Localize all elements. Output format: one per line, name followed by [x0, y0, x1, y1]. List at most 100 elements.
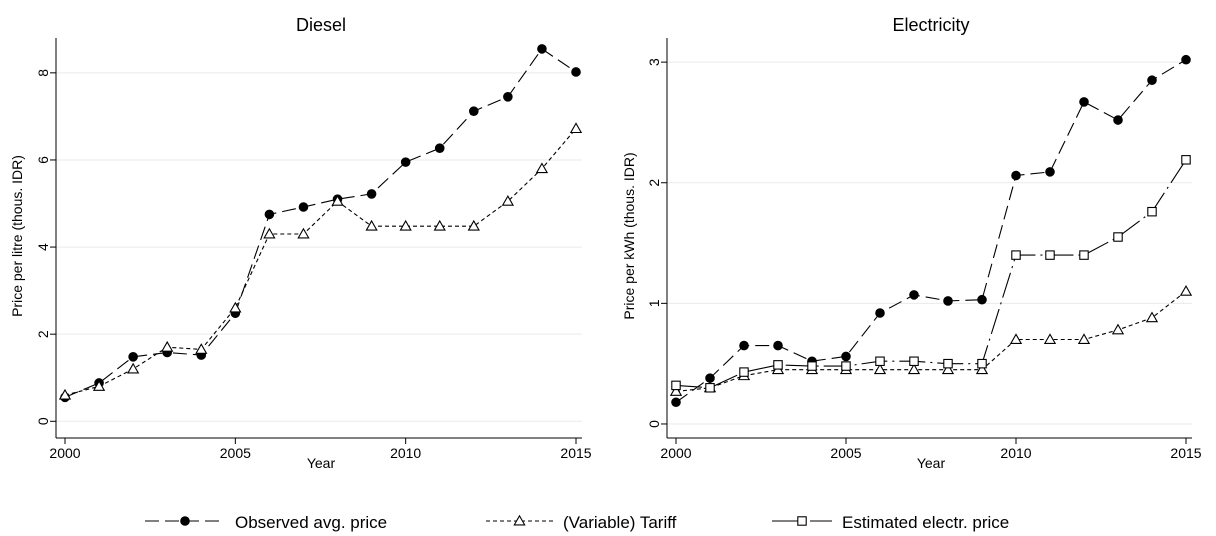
- electricity-x-tick-label: 2005: [830, 445, 861, 461]
- diesel-data-point: [469, 106, 479, 116]
- legend-label-tariff: (Variable) Tariff: [563, 513, 677, 532]
- electricity-title: Electricity: [892, 15, 969, 35]
- diesel-y-axis-label: Price per litre (thous. IDR): [9, 155, 25, 317]
- diesel-title: Diesel: [296, 15, 346, 35]
- diesel-data-point: [195, 343, 208, 354]
- electricity-data-point: [909, 290, 919, 300]
- electricity-y-tick-label: 3: [646, 58, 662, 66]
- electricity-data-point: [943, 296, 953, 306]
- electricity-data-point: [977, 358, 987, 369]
- electricity-data-point: [705, 383, 715, 393]
- electricity-data-point: [1147, 206, 1157, 217]
- electricity-data-point: [975, 363, 989, 375]
- diesel-panel: Diesel Year Price per litre (thous. IDR)…: [9, 15, 592, 471]
- diesel-x-axis-label: Year: [307, 455, 336, 471]
- electricity-data-point: [1079, 250, 1089, 260]
- electricity-data-point: [1011, 250, 1021, 260]
- legend-label-observed: Observed avg. price: [235, 513, 387, 532]
- diesel-y-tick-label: 2: [35, 330, 51, 338]
- electricity-data-point: [1011, 170, 1021, 181]
- diesel-y-tick-label: 6: [35, 156, 51, 164]
- electricity-data-point: [1009, 333, 1023, 344]
- diesel-y-tick-label: 0: [35, 417, 51, 425]
- diesel-data-point: [298, 202, 309, 212]
- diesel-data-point: [128, 352, 138, 362]
- electricity-data-point: [1079, 97, 1089, 107]
- diesel-data-point: [569, 122, 583, 134]
- electricity-data-point: [841, 361, 851, 371]
- legend: Observed avg. price (Variable) Tariff Es…: [145, 513, 1009, 532]
- diesel-series-line-1: [64, 128, 577, 396]
- legend-item-estimated: Estimated electr. price: [772, 513, 1009, 532]
- electricity-data-point: [807, 361, 817, 371]
- diesel-data-point: [161, 340, 174, 352]
- electricity-series-line-2: [675, 159, 1187, 389]
- diesel-data-point: [400, 157, 411, 167]
- electricity-y-tick-label: 2: [646, 179, 662, 187]
- electricity-data-point: [739, 367, 749, 377]
- electricity-data-point: [907, 363, 921, 375]
- diesel-data-point: [434, 143, 445, 153]
- legend-item-observed: Observed avg. price: [145, 513, 387, 532]
- diesel-data-point: [58, 388, 72, 400]
- electricity-data-point: [873, 363, 887, 375]
- diesel-data-point: [264, 209, 275, 220]
- diesel-data-point: [297, 227, 310, 239]
- electricity-data-point: [1043, 333, 1057, 344]
- electricity-data-point: [909, 356, 919, 366]
- electricity-data-point: [875, 356, 885, 366]
- electricity-data-point: [671, 397, 681, 408]
- electricity-data-point: [773, 360, 783, 370]
- electricity-data-point: [773, 340, 783, 351]
- electricity-data-point: [739, 340, 749, 351]
- diesel-data-point: [92, 380, 106, 391]
- electricity-data-point: [705, 373, 715, 383]
- electricity-x-axis-label: Year: [917, 455, 946, 471]
- electricity-data-point: [1113, 232, 1123, 242]
- diesel-x-tick-label: 2015: [560, 445, 591, 461]
- electricity-x-tick-label: 2000: [660, 445, 691, 461]
- electricity-data-point: [1181, 54, 1191, 65]
- diesel-data-point: [126, 362, 140, 374]
- electricity-data-point: [1077, 333, 1091, 344]
- legend-marker: [180, 516, 190, 526]
- diesel-data-point: [433, 219, 446, 231]
- electricity-plot-area: 0 1 2 3 2000 2005 2010 2015: [646, 38, 1202, 461]
- diesel-data-point: [399, 219, 412, 231]
- legend-item-tariff: (Variable) Tariff: [486, 513, 677, 532]
- diesel-x-tick-label: 2000: [49, 445, 80, 461]
- diesel-plot-area: 0 2 4 6 8 2000 2005 2010 2015: [35, 38, 592, 461]
- electricity-series-line-0: [675, 59, 1187, 403]
- electricity-data-point: [977, 294, 987, 305]
- electricity-data-point: [671, 380, 681, 391]
- electricity-x-tick-label: 2010: [1000, 445, 1031, 461]
- diesel-data-point: [263, 227, 276, 239]
- diesel-data-point: [503, 92, 513, 102]
- electricity-data-point: [669, 385, 683, 396]
- electricity-x-tick-label: 2015: [1170, 445, 1201, 461]
- electricity-data-point: [1045, 250, 1055, 260]
- diesel-x-tick-label: 2010: [390, 445, 421, 461]
- diesel-y-tick-label: 4: [35, 243, 51, 251]
- electricity-data-point: [1147, 75, 1157, 86]
- legend-marker: [513, 514, 526, 526]
- diesel-data-point: [366, 189, 377, 199]
- diesel-data-point: [365, 219, 378, 231]
- diesel-data-point: [467, 219, 480, 231]
- diesel-y-tick-label: 8: [35, 69, 51, 77]
- electricity-data-point: [841, 351, 851, 362]
- electricity-series-line-1: [675, 290, 1187, 392]
- electricity-data-point: [941, 363, 955, 375]
- electricity-panel: Electricity Year Price per kWh (thous. I…: [621, 15, 1202, 471]
- electricity-data-point: [875, 308, 885, 318]
- diesel-data-point: [535, 162, 549, 174]
- diesel-data-point: [331, 195, 344, 206]
- electricity-y-tick-label: 0: [646, 420, 662, 428]
- electricity-data-point: [943, 358, 953, 369]
- diesel-data-point: [571, 67, 581, 77]
- electricity-data-point: [1181, 155, 1191, 165]
- electricity-data-point: [1145, 311, 1159, 323]
- diesel-data-point: [229, 301, 242, 313]
- legend-label-estimated: Estimated electr. price: [842, 513, 1009, 532]
